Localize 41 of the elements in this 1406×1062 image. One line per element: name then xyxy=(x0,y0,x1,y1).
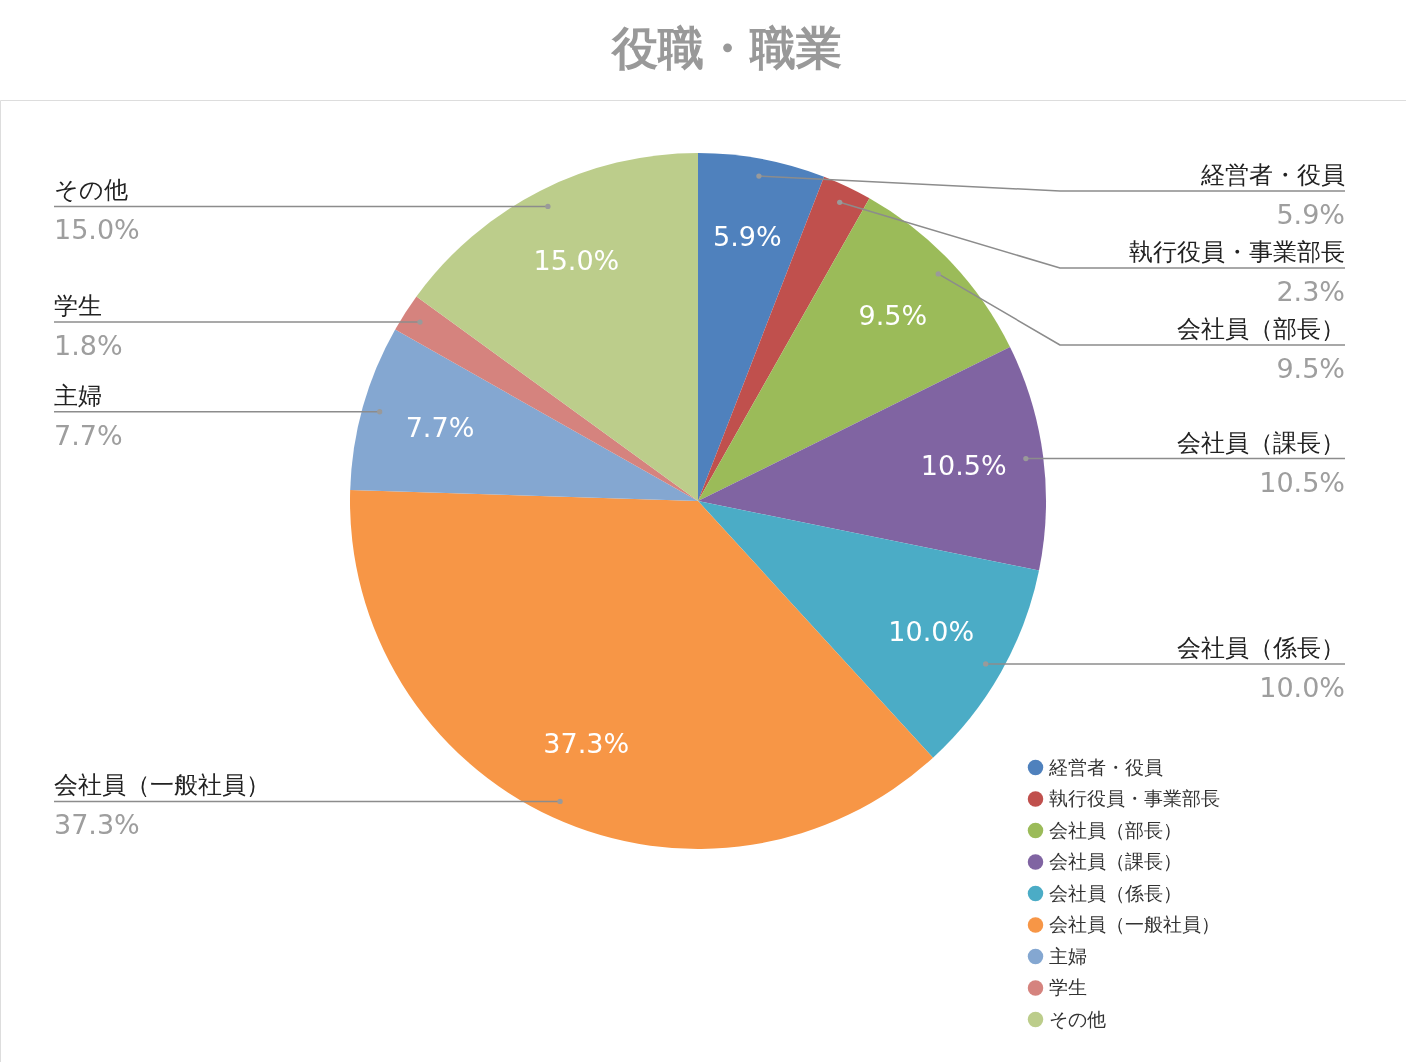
data-label: 2.3% xyxy=(1276,276,1345,307)
legend-label: 経営者・役員 xyxy=(1048,755,1163,778)
data-label: 1.8% xyxy=(54,330,123,362)
slice-label: 会社員（係長） xyxy=(1177,633,1345,662)
slice-label: その他 xyxy=(54,176,128,205)
legend-label: 会社員（一般社員） xyxy=(1049,913,1220,935)
data-label: 10.0% xyxy=(888,616,975,648)
pie-slice xyxy=(698,198,1011,501)
legend-label: 会社員（課長） xyxy=(1049,850,1182,872)
legend-label: 会社員（係長） xyxy=(1049,881,1182,904)
slice-label: 会社員（部長） xyxy=(1177,315,1345,343)
text: 10.0% xyxy=(1259,671,1345,703)
slice-label: 会社員（課長） xyxy=(1177,428,1345,457)
legend-label: その他 xyxy=(1049,1007,1106,1030)
text: 9.5% xyxy=(1276,353,1345,384)
legend-label: 主婦 xyxy=(1049,944,1087,967)
text: 5.9% xyxy=(1276,199,1345,230)
data-label: 15.0% xyxy=(533,245,620,277)
data-label: 37.3% xyxy=(543,727,630,759)
pie-slice xyxy=(350,329,698,501)
text: 10.5% xyxy=(1259,466,1345,498)
chart-title: 役職・職業 xyxy=(610,21,842,75)
legend-label: 学生 xyxy=(1049,976,1087,998)
slice-label: 学生 xyxy=(54,292,102,321)
pie-slice xyxy=(698,501,1039,758)
slice-label: 会社員（一般社員） xyxy=(54,771,270,800)
data-label: 10.5% xyxy=(920,449,1007,481)
text: 7.7% xyxy=(54,419,123,451)
legend-label: 会社員（部長） xyxy=(1049,818,1182,841)
legend-label: 執行役員・事業部長 xyxy=(1049,787,1220,809)
slice-label: 主婦 xyxy=(54,381,102,410)
data-label: 5.9% xyxy=(713,220,782,252)
pie-slice xyxy=(698,346,1046,571)
pie-slice xyxy=(698,153,825,501)
data-label: 7.7% xyxy=(405,411,475,443)
slice-label: 経営者・役員 xyxy=(1200,161,1345,189)
text: 15.0% xyxy=(54,214,140,246)
slice-label: 執行役員・事業部長 xyxy=(1129,238,1345,266)
text: 37.3% xyxy=(54,809,140,841)
pie-slice xyxy=(395,296,698,501)
data-label: 9.5% xyxy=(858,299,928,331)
